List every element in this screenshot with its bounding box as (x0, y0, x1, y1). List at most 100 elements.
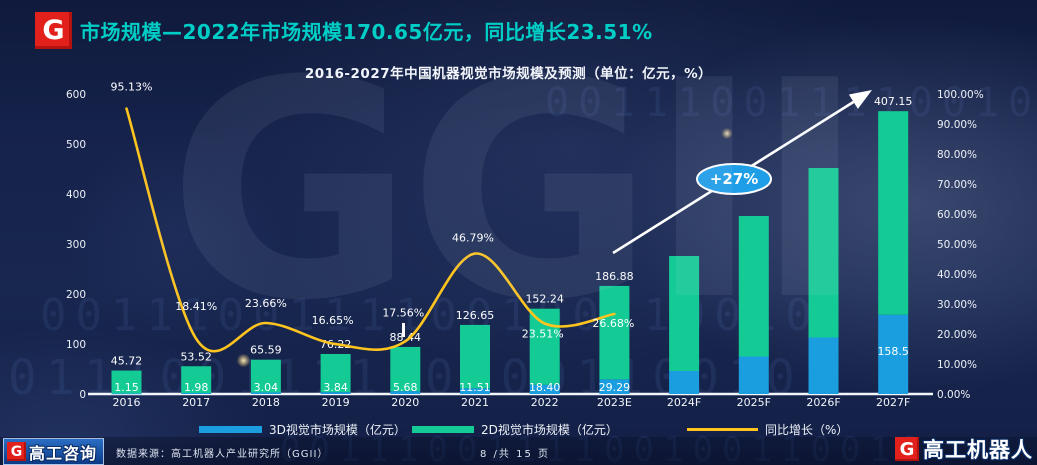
bar-3d-2021 (460, 388, 490, 394)
bar-2d-2021 (460, 324, 490, 389)
y-axis-right-tick: 10.00% (937, 359, 977, 371)
legend-label-2d: 2D视觉市场规模（亿元） (481, 422, 618, 437)
right-brand-name: 高工机器人 (923, 438, 1033, 462)
y-axis-right-tick: 80.00% (937, 149, 977, 161)
bar-3d-2020 (390, 391, 421, 394)
x-axis-label: 2022 (531, 396, 559, 409)
chart-legend: 3D视觉市场规模（亿元） 2D视觉市场规模（亿元） 同比增长（%） (0, 420, 1037, 438)
x-axis-label: 2026F (806, 396, 840, 409)
growth-label: 23.51% (522, 327, 564, 340)
bar-label-3d: 29.29 (599, 381, 631, 394)
y-axis-right-tick: 60.00% (937, 209, 977, 221)
g-logo-icon: G (7, 442, 26, 461)
trend-arrow-head-icon (848, 90, 872, 109)
growth-line (125, 107, 616, 353)
bar-2d-2027F (878, 111, 909, 315)
growth-label: 18.41% (175, 300, 217, 313)
left-brand-name: 高工咨询 (29, 443, 98, 463)
legend-label-3d: 3D视觉市场规模（亿元） (269, 422, 406, 437)
bar-label-3d: 5.68 (393, 381, 418, 394)
y-axis-right-tick: 70.00% (937, 179, 977, 191)
legend-item-3d: 3D视觉市场规模（亿元） (199, 420, 406, 438)
bar-label-3d: 11.51 (459, 381, 491, 394)
header: G 市场规模—2022年市场规模170.65亿元，同比增长23.51% (0, 0, 1037, 55)
bar-label-3d: 158.5 (877, 345, 909, 358)
y-axis-right-tick: 100.00% (937, 89, 984, 101)
bar-2d-2016 (111, 370, 142, 394)
bar-3d-2022 (529, 384, 560, 394)
x-axis-label: 2020 (391, 396, 419, 409)
bar-3d-2026F (808, 337, 839, 394)
footer: G 高工咨询 数据来源：高工机器人产业研究所（GGII） 8 /共 15 页 G… (0, 437, 1037, 465)
bar-3d-2027F (878, 314, 909, 394)
x-axis-label: 2024F (667, 396, 701, 409)
bar-label-2d: 65.59 (250, 344, 282, 357)
page-indicator: 8 /共 15 页 (480, 449, 550, 460)
growth-annotation-label: +27% (710, 170, 758, 188)
growth-label: 46.79% (452, 232, 494, 245)
bar-3d-2016 (111, 393, 142, 395)
bar-2d-2017 (181, 366, 212, 394)
y-axis-right-tick: 30.00% (937, 299, 977, 311)
y-axis-right-tick: 50.00% (937, 239, 977, 251)
y-axis-right-tick: 40.00% (937, 269, 977, 281)
bar-3d-2025F (738, 356, 769, 394)
legend-swatch-2d (412, 425, 474, 433)
bar-2d-2023E (599, 285, 630, 380)
chart-title: 2016-2027年中国机器视觉市场规模及预测（单位：亿元，%） (304, 66, 713, 82)
bar-label-2d: 152.24 (525, 293, 564, 306)
bar-3d-2019 (320, 392, 351, 394)
bar-label-2d: 45.72 (111, 355, 143, 368)
bar-3d-2024F (669, 371, 700, 394)
data-source: 数据来源：高工机器人产业研究所（GGII） (116, 449, 329, 460)
growth-label: 17.56% (382, 306, 424, 319)
y-axis-left-tick: 400 (66, 189, 86, 201)
x-axis-label: 2018 (252, 396, 280, 409)
bar-label-2d: 186.88 (595, 270, 634, 283)
right-brand-logo: G 高工机器人 (895, 434, 1033, 464)
growth-label: 23.66% (245, 297, 287, 310)
y-axis-right-tick: 20.00% (937, 329, 977, 341)
legend-swatch-3d (199, 425, 262, 433)
page-title: 市场规模—2022年市场规模170.65亿元，同比增长23.51% (80, 20, 653, 44)
x-axis-label: 2027F (876, 396, 910, 409)
y-axis-left-tick: 500 (66, 139, 86, 151)
bar-2d-2025F (738, 216, 769, 357)
legend-item-growth: 同比增长（%） (687, 420, 848, 438)
bar-label-2d: 407.15 (874, 95, 913, 108)
bar-label-3d: 3.84 (323, 381, 348, 394)
y-axis-right-tick: 0.00% (937, 389, 970, 401)
growth-annotation-bubble (696, 163, 772, 195)
x-axis-label: 2025F (737, 396, 771, 409)
bar-label-3d: 1.98 (184, 381, 209, 394)
gg-logo-icon: G (35, 12, 72, 49)
y-axis-left-tick: 300 (66, 239, 86, 251)
bar-3d-2017 (181, 393, 212, 394)
y-axis-left-tick: 100 (66, 339, 86, 351)
bar-label-3d: 1.15 (114, 381, 139, 394)
growth-label: 95.13% (111, 81, 153, 94)
y-axis-left-tick: 600 (66, 89, 86, 101)
left-brand-logo: G 高工咨询 (3, 438, 105, 465)
x-axis-label: 2017 (182, 396, 210, 409)
y-axis-left-tick: 0 (79, 389, 86, 401)
bar-2d-2018 (250, 359, 281, 393)
bar-label-2d: 53.52 (180, 350, 212, 363)
growth-label: 26.68% (592, 317, 634, 330)
x-axis-label: 2016 (113, 396, 141, 409)
bar-label-3d: 3.04 (254, 381, 279, 394)
gg-logo-letter: G (42, 15, 65, 46)
bar-2d-2024F (669, 256, 700, 371)
growth-label: 16.65% (312, 314, 354, 327)
bar-label-3d: 18.40 (529, 381, 561, 394)
legend-swatch-growth (687, 427, 758, 431)
y-axis-right-tick: 90.00% (937, 119, 977, 131)
bar-3d-2018 (250, 392, 281, 394)
x-axis-label: 2019 (322, 396, 350, 409)
cursor-artifact (402, 323, 405, 337)
g-logo-icon: G (895, 437, 919, 461)
y-axis-left-tick: 200 (66, 289, 86, 301)
bar-label-2d: 126.65 (456, 309, 495, 322)
